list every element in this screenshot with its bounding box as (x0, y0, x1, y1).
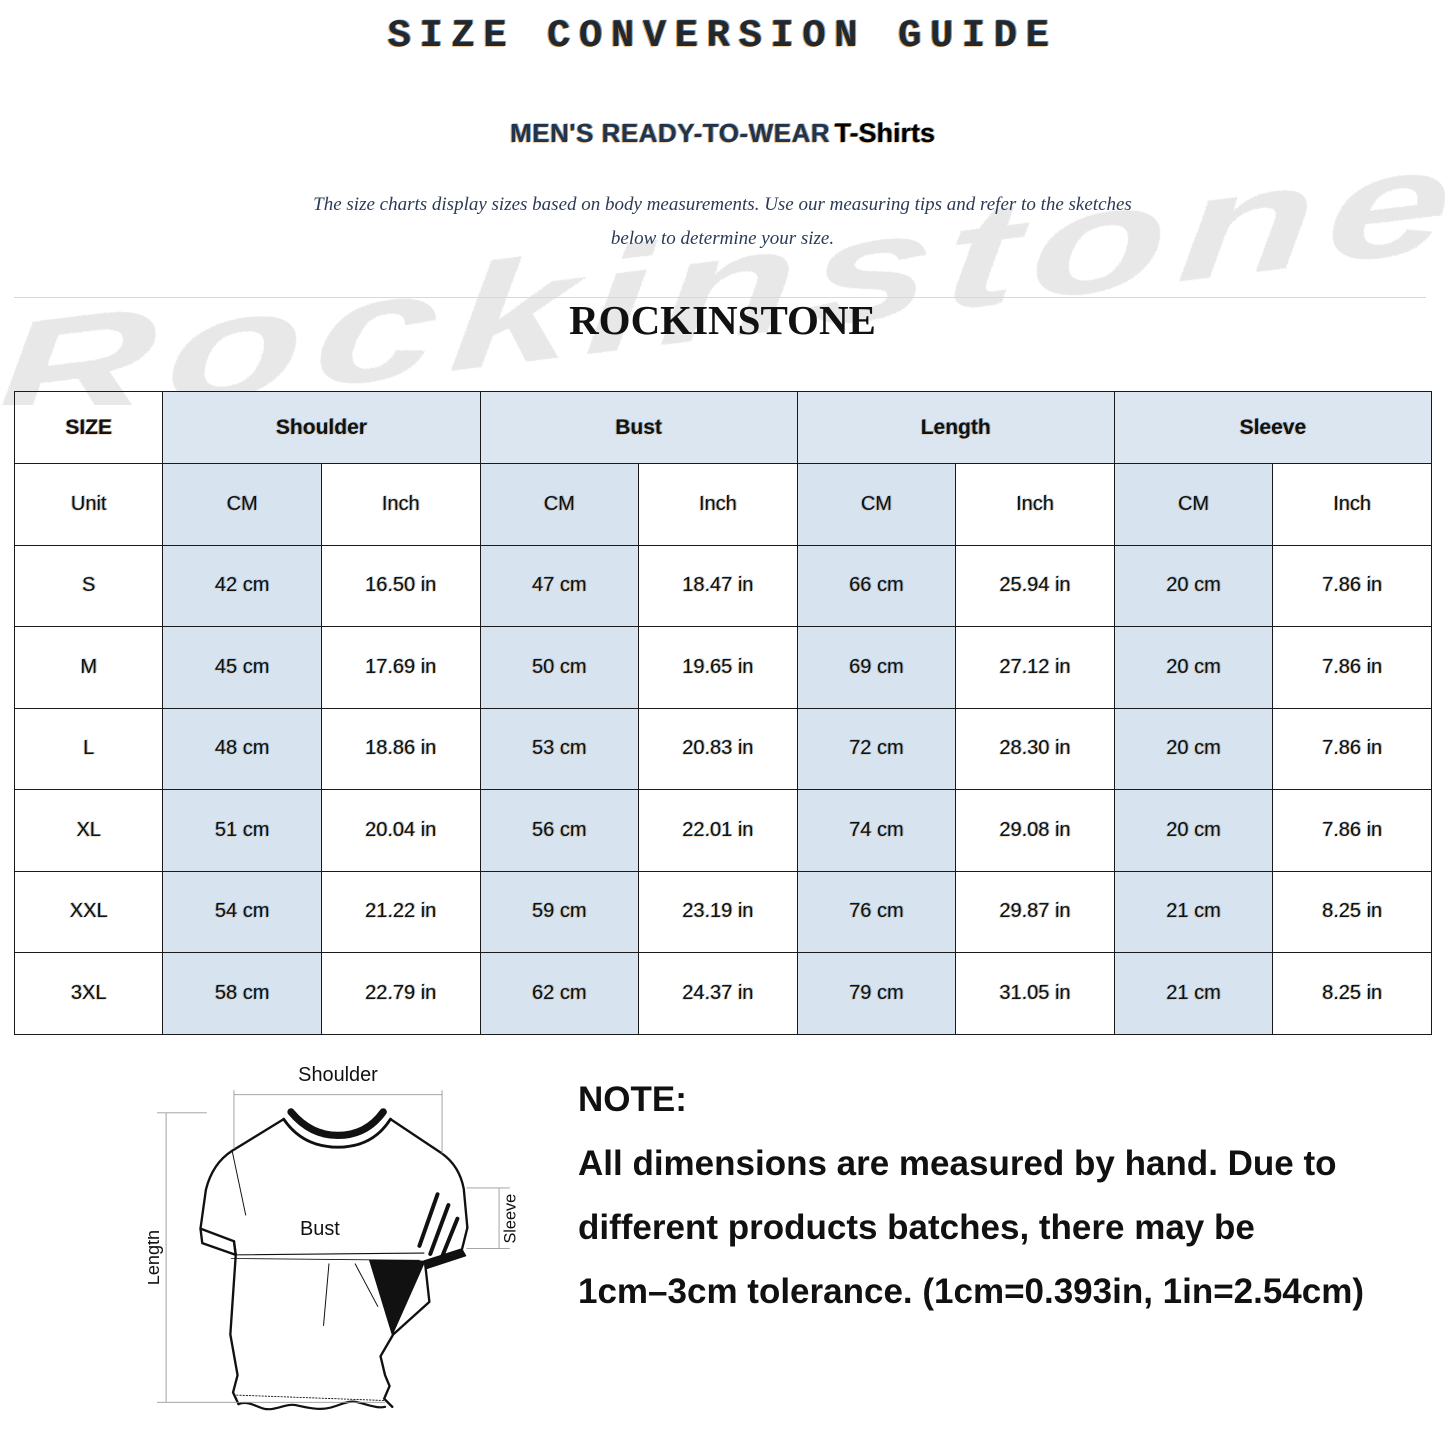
svg-text:Shoulder: Shoulder (298, 1064, 378, 1086)
svg-text:Sleeve: Sleeve (501, 1194, 519, 1244)
svg-text:Bust: Bust (300, 1218, 340, 1240)
svg-text:Length: Length (148, 1230, 163, 1285)
